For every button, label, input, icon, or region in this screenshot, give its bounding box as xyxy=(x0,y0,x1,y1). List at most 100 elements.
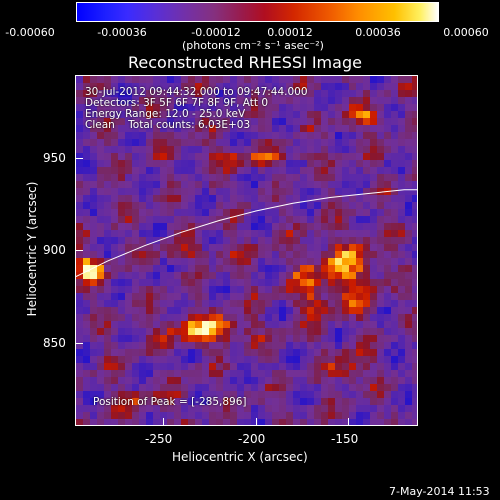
image-pixel xyxy=(363,90,370,97)
image-pixel xyxy=(209,377,216,384)
image-pixel xyxy=(83,307,90,314)
image-pixel xyxy=(139,216,146,223)
image-pixel xyxy=(377,251,384,258)
image-pixel xyxy=(405,83,412,90)
image-pixel xyxy=(216,181,223,188)
image-pixel xyxy=(111,216,118,223)
image-pixel xyxy=(90,321,97,328)
image-pixel xyxy=(398,321,405,328)
image-pixel xyxy=(335,335,342,342)
image-pixel xyxy=(160,314,167,321)
image-pixel xyxy=(251,153,258,160)
image-pixel xyxy=(377,398,384,405)
image-pixel xyxy=(370,209,377,216)
image-pixel xyxy=(335,342,342,349)
image-pixel xyxy=(223,230,230,237)
image-pixel xyxy=(391,377,398,384)
image-pixel xyxy=(251,265,258,272)
image-pixel xyxy=(216,146,223,153)
image-pixel xyxy=(314,258,321,265)
image-pixel xyxy=(307,125,314,132)
info-clean-counts: Clean Total counts: 6.03E+03 xyxy=(85,119,251,131)
image-pixel xyxy=(321,167,328,174)
image-pixel xyxy=(321,377,328,384)
image-pixel xyxy=(153,286,160,293)
image-pixel xyxy=(377,118,384,125)
image-pixel xyxy=(139,153,146,160)
image-pixel xyxy=(244,279,251,286)
image-pixel xyxy=(188,195,195,202)
image-pixel xyxy=(293,202,300,209)
image-pixel xyxy=(293,391,300,398)
image-pixel xyxy=(384,384,391,391)
image-pixel xyxy=(356,223,363,230)
image-pixel xyxy=(412,244,417,251)
image-pixel xyxy=(384,146,391,153)
image-pixel xyxy=(181,265,188,272)
image-pixel xyxy=(167,188,174,195)
image-pixel xyxy=(209,223,216,230)
image-pixel xyxy=(230,167,237,174)
image-pixel xyxy=(230,300,237,307)
image-pixel xyxy=(293,300,300,307)
image-pixel xyxy=(398,293,405,300)
image-pixel xyxy=(223,237,230,244)
image-pixel xyxy=(174,160,181,167)
image-pixel xyxy=(265,216,272,223)
image-pixel xyxy=(202,398,209,405)
image-pixel xyxy=(391,265,398,272)
image-pixel xyxy=(76,153,83,160)
image-pixel xyxy=(153,419,160,425)
image-pixel xyxy=(307,167,314,174)
image-pixel xyxy=(321,160,328,167)
image-pixel xyxy=(335,286,342,293)
image-pixel xyxy=(370,419,377,425)
image-pixel xyxy=(314,97,321,104)
image-pixel xyxy=(160,202,167,209)
image-pixel xyxy=(139,377,146,384)
image-pixel xyxy=(356,174,363,181)
image-pixel xyxy=(125,370,132,377)
image-pixel xyxy=(76,377,83,384)
image-pixel xyxy=(314,384,321,391)
image-pixel xyxy=(76,419,83,425)
image-pixel xyxy=(363,216,370,223)
image-pixel xyxy=(279,111,286,118)
image-pixel xyxy=(167,111,174,118)
image-pixel xyxy=(111,146,118,153)
image-pixel xyxy=(398,97,405,104)
image-pixel xyxy=(377,391,384,398)
image-pixel xyxy=(174,307,181,314)
image-pixel xyxy=(258,300,265,307)
image-pixel xyxy=(181,195,188,202)
image-pixel xyxy=(167,391,174,398)
image-pixel xyxy=(328,132,335,139)
image-pixel xyxy=(398,398,405,405)
image-pixel xyxy=(286,265,293,272)
image-pixel xyxy=(195,216,202,223)
image-pixel xyxy=(188,118,195,125)
image-pixel xyxy=(139,321,146,328)
image-pixel xyxy=(258,160,265,167)
image-pixel xyxy=(377,132,384,139)
image-pixel xyxy=(377,195,384,202)
image-pixel xyxy=(111,97,118,104)
image-pixel xyxy=(132,286,139,293)
image-pixel xyxy=(188,97,195,104)
image-pixel xyxy=(272,300,279,307)
image-pixel xyxy=(300,419,307,425)
image-pixel xyxy=(223,90,230,97)
image-pixel xyxy=(230,293,237,300)
image-pixel xyxy=(90,356,97,363)
image-pixel xyxy=(356,160,363,167)
image-pixel xyxy=(216,153,223,160)
image-pixel xyxy=(251,202,258,209)
image-pixel xyxy=(160,181,167,188)
image-pixel xyxy=(405,419,412,425)
image-pixel xyxy=(405,314,412,321)
image-pixel xyxy=(384,83,391,90)
image-pixel xyxy=(195,384,202,391)
image-pixel xyxy=(251,223,258,230)
image-pixel xyxy=(97,370,104,377)
image-pixel xyxy=(300,405,307,412)
